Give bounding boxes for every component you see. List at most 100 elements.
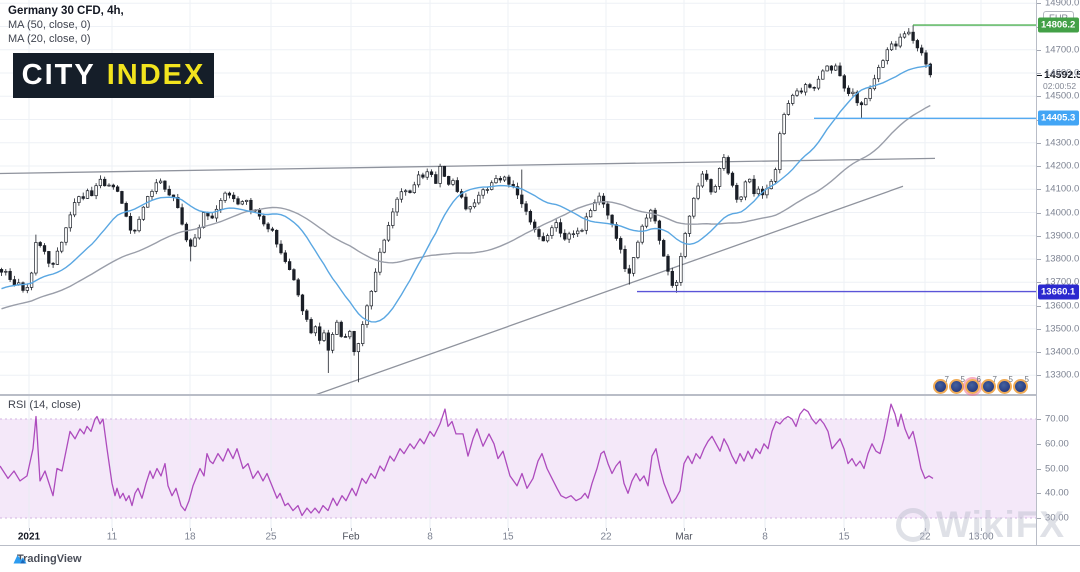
time-tick-label[interactable]: 22	[600, 531, 612, 542]
candle-body	[442, 166, 447, 177]
reaction-markers: 7 5 6 7 5 5	[933, 375, 1029, 394]
price-level-badge[interactable]: 13660.1	[1038, 284, 1079, 300]
clock-emoji-icon[interactable]: 5	[1013, 375, 1029, 394]
price-axis[interactable]: EUR 14592.5 02:00:52 14900.014800.014700…	[1037, 0, 1080, 545]
pane-separator-top[interactable]	[0, 394, 1080, 396]
candle-body	[120, 191, 124, 204]
candle-body	[137, 218, 141, 232]
time-tick-label[interactable]: 8	[762, 531, 768, 542]
candle-body	[717, 168, 722, 187]
candle-body	[373, 271, 378, 292]
logo-word-city: CITY	[21, 59, 96, 91]
time-tick-label[interactable]: Mar	[675, 531, 693, 542]
candle-body	[855, 91, 859, 104]
candle-body	[219, 199, 223, 210]
time-axis[interactable]: 2021 11 18 25 Feb 8 15 22 Mar 8 15 22 13:00	[0, 528, 1080, 545]
candle-body	[455, 180, 459, 192]
candle-body	[606, 203, 610, 216]
candle-body	[838, 65, 842, 77]
price-tick-label: 14100.0	[1045, 183, 1080, 195]
axis-tickmark	[1037, 96, 1041, 98]
main-price-chart[interactable]	[0, 0, 1037, 394]
candle-body	[262, 215, 266, 225]
candle-body	[576, 230, 580, 235]
time-tick-label[interactable]: Feb	[342, 531, 360, 542]
candle-body	[541, 236, 545, 242]
candle-body	[305, 310, 309, 320]
time-axis-bottom-border	[0, 545, 1080, 546]
candle-body	[580, 229, 584, 232]
time-tick-label[interactable]: 15	[502, 531, 514, 542]
time-tickmark	[765, 528, 766, 531]
candle-body	[778, 133, 782, 170]
candle-body	[851, 91, 855, 94]
candle-body	[920, 47, 924, 54]
price-level-badge[interactable]: 14405.3	[1038, 110, 1079, 126]
candle-body	[425, 171, 429, 178]
price-level-badge[interactable]: 14806.2	[1038, 17, 1079, 33]
candle-body	[111, 184, 115, 188]
price-tick-label: 14200.0	[1045, 160, 1080, 172]
time-tick-label[interactable]: 25	[265, 531, 277, 542]
candle-body	[193, 237, 197, 247]
candle-body	[38, 242, 42, 246]
candle-body	[115, 186, 120, 192]
candle-body	[705, 173, 709, 180]
candle-body	[507, 176, 511, 185]
candle-body	[8, 270, 12, 280]
city-index-logo: CITY INDEX	[13, 53, 214, 98]
time-tick-label[interactable]: 18	[184, 531, 196, 542]
candle-body	[614, 224, 619, 239]
axis-tickmark	[1037, 73, 1041, 75]
clock-emoji-icon[interactable]: 7	[981, 375, 997, 394]
ma20-legend[interactable]: MA (20, close, 0)	[8, 33, 91, 45]
candle-body	[782, 114, 786, 135]
candle-body	[356, 343, 361, 353]
candle-body	[640, 225, 644, 243]
candle-body	[326, 332, 330, 351]
candle-body	[674, 281, 679, 286]
time-tick-label[interactable]: 2021	[17, 531, 41, 542]
candle-body	[520, 194, 524, 205]
time-tick-label[interactable]: 15	[838, 531, 850, 542]
price-tick-label: 13700.0	[1045, 276, 1080, 288]
logo-word-index: INDEX	[106, 59, 206, 91]
candle-body	[249, 199, 253, 211]
clock-emoji-icon[interactable]: 6	[965, 375, 981, 394]
clock-emoji-icon[interactable]: 7	[933, 375, 949, 394]
time-tick-label[interactable]: 11	[106, 531, 118, 542]
time-tickmark	[606, 528, 607, 531]
candle-body	[786, 103, 791, 115]
candle-body	[339, 321, 343, 337]
candle-body	[631, 257, 636, 274]
candle-body	[816, 78, 821, 89]
axis-tickmark	[1037, 493, 1041, 495]
price-tick-label: 14300.0	[1045, 137, 1080, 149]
candle-body	[232, 194, 236, 200]
candle-body	[158, 180, 163, 184]
time-tick-label[interactable]: 8	[427, 531, 433, 542]
ma50-legend[interactable]: MA (50, close, 0)	[8, 19, 91, 31]
rsi-indicator-chart[interactable]	[0, 396, 1037, 528]
candle-body	[81, 196, 85, 199]
candle-body	[662, 240, 666, 257]
tradingview-logo-icon[interactable]	[13, 554, 27, 564]
candle-body	[911, 31, 915, 41]
candle-body	[821, 70, 825, 80]
candle-body	[42, 245, 47, 252]
candle-body	[524, 203, 528, 212]
reaction-count: 5	[1008, 375, 1013, 384]
rsi-tick-label: 40.00	[1045, 487, 1069, 499]
candle-body	[275, 229, 279, 245]
price-tick-label: 14000.0	[1045, 207, 1080, 219]
tradingview-brand-text[interactable]: TradingView	[17, 553, 82, 565]
rsi-legend[interactable]: RSI (14, close)	[8, 399, 81, 411]
candle-body	[567, 233, 571, 240]
time-tick-label[interactable]: 13:00	[968, 531, 994, 542]
candle-body	[803, 84, 808, 93]
clock-emoji-icon[interactable]: 5	[997, 375, 1013, 394]
clock-emoji-icon[interactable]: 5	[949, 375, 965, 394]
time-tick-label[interactable]: 22	[919, 531, 931, 542]
symbol-title[interactable]: Germany 30 CFD, 4h,	[8, 5, 124, 17]
candle-body	[266, 223, 270, 230]
